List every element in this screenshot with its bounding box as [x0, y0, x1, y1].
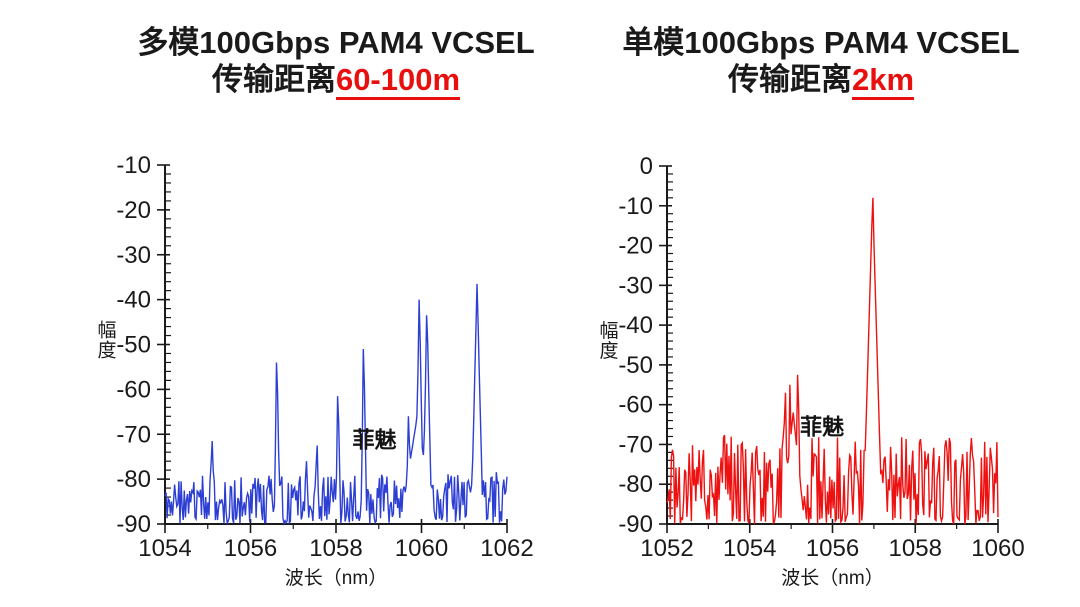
y-tick-label: -30 — [116, 242, 151, 269]
spectrum-trace — [666, 197, 999, 525]
watermark: 菲魅 — [352, 428, 396, 453]
subtitle-prefix: 传输距离 — [211, 62, 336, 97]
y-tick-label: -20 — [618, 233, 653, 260]
x-tick-label: 1058 — [309, 535, 362, 562]
multimode-title-block: 多模100Gbps PAM4 VCSEL 传输距离60-100m — [36, 24, 636, 100]
y-tick-label: -90 — [116, 511, 151, 538]
x-tick-label: 1052 — [640, 535, 693, 562]
subtitle-highlight: 2km — [851, 62, 915, 100]
subtitle-highlight: 60-100m — [335, 62, 461, 100]
chart-subtitle-multimode: 传输距离60-100m — [36, 61, 636, 100]
singlemode-title-block: 单模100Gbps PAM4 VCSEL 传输距离2km — [521, 24, 1080, 100]
chart-subtitle-singlemode: 传输距离2km — [521, 61, 1080, 100]
y-tick-label: -80 — [116, 466, 151, 493]
y-tick-label: -60 — [116, 376, 151, 403]
y-tick-label: -40 — [618, 312, 653, 339]
x-axis-label: 波长（nm） — [285, 567, 387, 589]
y-tick-label: -50 — [116, 332, 151, 359]
y-tick-label: -90 — [618, 511, 653, 538]
y-tick-label: -10 — [116, 152, 151, 179]
x-tick-label: 1060 — [395, 535, 448, 562]
y-tick-label: -60 — [618, 392, 653, 419]
subtitle-prefix: 传输距离 — [727, 62, 852, 97]
y-axis-label: 度 — [599, 340, 618, 362]
y-axis-label: 幅 — [97, 320, 116, 342]
y-tick-label: -70 — [618, 431, 653, 458]
y-tick-label: -40 — [116, 287, 151, 314]
y-tick-label: 0 — [640, 153, 653, 180]
watermark: 菲魅 — [800, 415, 844, 440]
y-tick-label: -70 — [116, 421, 151, 448]
x-tick-label: 1058 — [889, 535, 942, 562]
y-axis-label: 度 — [97, 340, 116, 362]
y-tick-label: -50 — [618, 352, 653, 379]
y-axis-label: 幅 — [599, 320, 618, 342]
spectrum-trace — [164, 283, 508, 526]
chart-title-singlemode: 单模100Gbps PAM4 VCSEL — [521, 24, 1080, 61]
y-tick-label: -30 — [618, 272, 653, 299]
x-tick-label: 1054 — [723, 535, 776, 562]
chart-title-text: 多模100Gbps PAM4 VCSEL — [137, 25, 535, 60]
chart-title-multimode: 多模100Gbps PAM4 VCSEL — [36, 24, 636, 61]
chart-title-text: 单模100Gbps PAM4 VCSEL — [622, 25, 1020, 60]
x-tick-label: 1056 — [806, 535, 859, 562]
x-tick-label: 1056 — [224, 535, 277, 562]
y-tick-label: -80 — [618, 471, 653, 498]
x-axis-label: 波长（nm） — [781, 567, 883, 589]
y-tick-label: -20 — [116, 197, 151, 224]
x-tick-label: 1060 — [971, 535, 1024, 562]
x-tick-label: 1054 — [138, 535, 191, 562]
y-tick-label: -10 — [618, 193, 653, 220]
x-tick-label: 1062 — [480, 535, 533, 562]
